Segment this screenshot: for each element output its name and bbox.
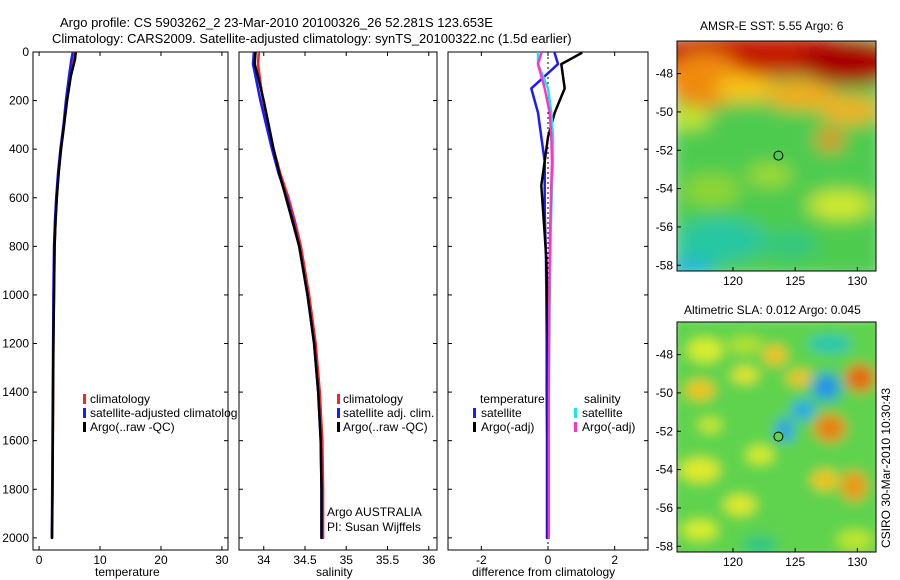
x-tick-label: 20 xyxy=(154,553,168,567)
sst-argo-marker xyxy=(773,150,784,161)
difference-series xyxy=(530,52,583,540)
legend-label-climatology: climatology xyxy=(343,392,403,406)
y-tick-label: 800 xyxy=(9,239,29,253)
y-tick-label: 1600 xyxy=(2,434,29,448)
legend-label-satellite-adjusted: satellite adj. clim. xyxy=(343,406,434,420)
x-tick-label: 34 xyxy=(257,553,271,567)
temperature-xlabel: temperature xyxy=(95,565,160,579)
legend-swatch-temp-argo xyxy=(473,422,476,432)
temperature-series xyxy=(50,52,77,540)
y-tick-label: 600 xyxy=(9,191,29,205)
x-tick-label: 130 xyxy=(847,274,867,288)
header-title-line2: Climatology: CARS2009. Satellite-adjuste… xyxy=(52,31,572,46)
x-tick-label: -2 xyxy=(476,553,487,567)
y-tick-label: -54 xyxy=(656,182,674,196)
legend-swatch-temp-satellite xyxy=(473,408,476,418)
y-tick-label: -50 xyxy=(656,386,674,400)
series-line-argo-raw-qc xyxy=(253,52,323,540)
salinity-xlabel: salinity xyxy=(316,565,353,579)
legend-swatch-satellite-adjusted xyxy=(337,408,340,418)
y-tick-label: 1400 xyxy=(2,385,29,399)
annotation-argo-australia: Argo AUSTRALIA xyxy=(327,505,422,519)
sst-map-axes: 120 125 130 -48 -50 -52 -54 -56 -58 xyxy=(656,67,868,288)
y-tick-label: 1000 xyxy=(2,288,29,302)
series-line-temperature-argo-adj xyxy=(540,52,583,540)
x-tick-label: 125 xyxy=(785,274,805,288)
y-tick-label: 200 xyxy=(9,94,29,108)
y-tick-label: -54 xyxy=(656,463,674,477)
legend-swatch-argo xyxy=(83,422,86,432)
x-tick-label: 125 xyxy=(785,555,805,569)
salinity-panel-frame xyxy=(238,51,438,551)
y-tick-label: 400 xyxy=(9,142,29,156)
difference-legend: temperature satellite Argo(-adj) salinit… xyxy=(473,392,635,434)
x-tick-label: 120 xyxy=(723,274,743,288)
annotation-pi-name: PI: Susan Wijffels xyxy=(327,520,421,534)
legend-label-climatology: climatology xyxy=(90,392,150,406)
series-line-argo-raw-qc xyxy=(50,52,77,540)
legend-swatch-sal-satellite xyxy=(574,408,577,418)
y-tick-label: -48 xyxy=(656,348,674,362)
legend-swatch-satellite-adjusted xyxy=(83,408,86,418)
salinity-series xyxy=(251,52,325,540)
y-tick-label: -52 xyxy=(656,424,674,438)
y-tick-label: -58 xyxy=(656,539,674,553)
y-tick-label: 0 xyxy=(22,45,29,59)
legend-label-satellite-adjusted: satellite-adjusted climatolog xyxy=(90,406,237,420)
legend-label-argo: Argo(..raw -QC) xyxy=(343,420,428,434)
y-tick-label: -56 xyxy=(656,220,674,234)
sla-argo-marker xyxy=(773,431,784,442)
sla-map-title: Altimetric SLA: 0.012 Argo: 0.045 xyxy=(684,303,861,317)
legend-label-sal-argo: Argo(-adj) xyxy=(582,420,635,434)
legend-label-sal-satellite: satellite xyxy=(582,406,623,420)
header-title-line1: Argo profile: CS 5903262_2 23-Mar-2010 2… xyxy=(60,15,493,30)
x-tick-label: 0 xyxy=(545,553,552,567)
x-tick-label: 35 xyxy=(340,553,354,567)
x-tick-label: 34.5 xyxy=(293,553,317,567)
legend-label-temp-satellite: satellite xyxy=(481,406,522,420)
temperature-legend: climatology satellite-adjusted climatolo… xyxy=(83,392,237,434)
legend-swatch-argo xyxy=(337,422,340,432)
y-tick-label: -48 xyxy=(656,67,674,81)
credit-timestamp: CSIRO 30-Mar-2010 10:30:43 xyxy=(879,388,893,548)
y-tick-label: 1800 xyxy=(2,482,29,496)
salinity-axes: 34 34.5 35 35.5 36 xyxy=(239,51,437,567)
x-tick-label: 36 xyxy=(422,553,436,567)
x-tick-label: 35.5 xyxy=(376,553,400,567)
sla-map-frame xyxy=(676,321,877,553)
salinity-legend: climatology satellite adj. clim. Argo(..… xyxy=(337,392,434,434)
sla-map-axes: 120 125 130 -48 -50 -52 -54 -56 -58 xyxy=(656,348,868,569)
sst-map-frame xyxy=(676,40,877,272)
x-tick-label: 0 xyxy=(36,553,43,567)
series-line-temperature-satellite xyxy=(530,52,560,540)
y-tick-label: 1200 xyxy=(2,337,29,351)
sst-map-title: AMSR-E SST: 5.55 Argo: 6 xyxy=(700,19,844,33)
x-tick-label: 30 xyxy=(215,553,229,567)
legend-swatch-climatology xyxy=(337,394,340,404)
legend-title-temperature: temperature xyxy=(480,392,545,406)
difference-xlabel: difference from climatology xyxy=(472,565,615,579)
x-tick-label: 130 xyxy=(847,555,867,569)
legend-title-salinity: salinity xyxy=(584,392,621,406)
x-tick-label: 120 xyxy=(723,555,743,569)
y-tick-label: -50 xyxy=(656,105,674,119)
series-line-salinity-argo-adj xyxy=(536,52,554,540)
temperature-panel-frame xyxy=(32,51,229,551)
legend-label-argo: Argo(..raw -QC) xyxy=(90,420,175,434)
y-tick-label: -58 xyxy=(656,258,674,272)
legend-swatch-sal-argo xyxy=(574,422,577,432)
legend-label-temp-argo: Argo(-adj) xyxy=(481,420,534,434)
x-tick-label: 10 xyxy=(93,553,107,567)
y-tick-label: 2000 xyxy=(2,531,29,545)
legend-swatch-climatology xyxy=(83,394,86,404)
x-tick-label: 2 xyxy=(611,553,618,567)
series-line-satellite-adj-clim xyxy=(251,52,323,540)
y-tick-label: -52 xyxy=(656,143,674,157)
difference-axes: -2 0 2 xyxy=(448,51,648,567)
y-tick-label: -56 xyxy=(656,501,674,515)
temperature-axes: 0 10 20 30 0 200 400 600 800 1000 1200 1400 1600 1800… xyxy=(2,45,229,567)
